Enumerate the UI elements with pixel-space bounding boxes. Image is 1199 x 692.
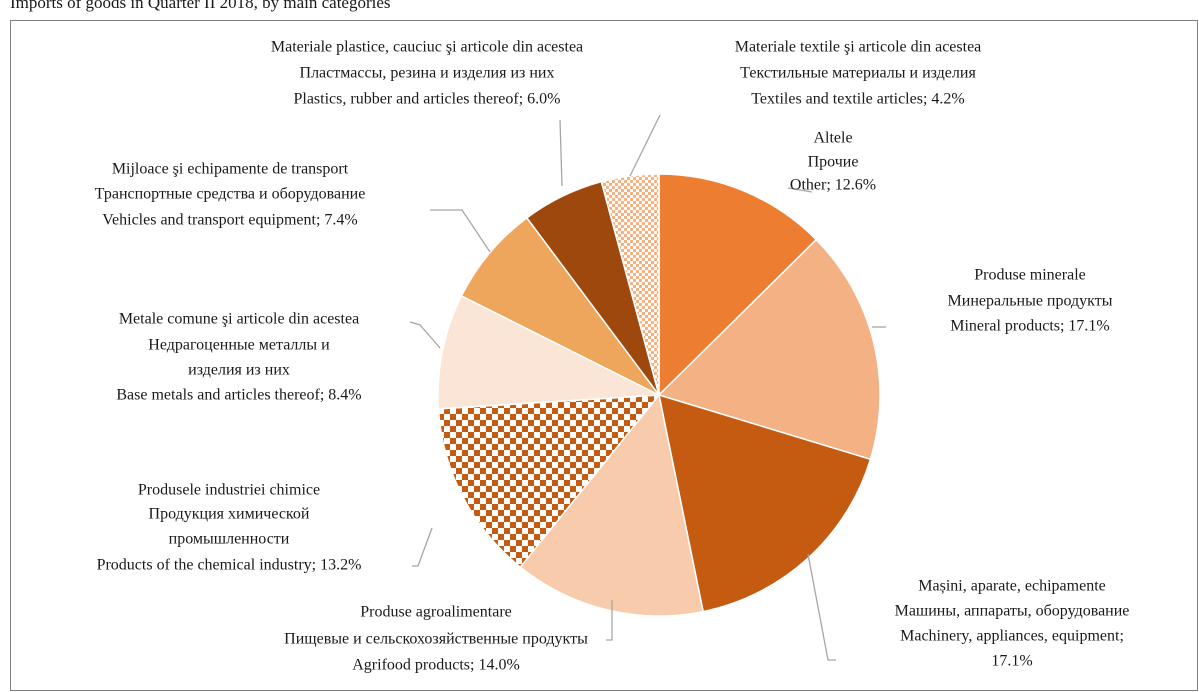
slice-label: Produse minerale [974, 267, 1086, 284]
slice-label: Machinery, appliances, equipment; [900, 628, 1124, 645]
pie-slice [437, 394, 661, 569]
slice-label: Продукция химической [149, 506, 310, 523]
slice-label: Пищевые и сельскохозяйственные продукты [284, 631, 588, 648]
chart-title: Imports of goods in Quarter II 2018, by … [10, 0, 391, 12]
slice-label: Materiale textile şi articole din aceste… [735, 39, 982, 56]
pie-slice [657, 238, 881, 461]
slice-label: Пластмассы, резина и изделия из них [300, 65, 555, 82]
slice-label: Текстильные материалы и изделия [740, 65, 976, 82]
slice-label: Прочие [808, 154, 859, 171]
pie-slice [460, 216, 660, 396]
pie [437, 173, 881, 617]
leader-lines [409, 114, 886, 661]
slice-label: Plastics, rubber and articles thereof; 6… [293, 91, 560, 108]
slice-label: Минеральные продукты [948, 293, 1113, 310]
leader-line [559, 119, 563, 187]
slice-label: Produsele industriei chimice [138, 482, 320, 499]
slice-label: Agrifood products; 14.0% [352, 657, 520, 674]
slice-label: Недрагоценные металлы и [148, 337, 330, 354]
pie-slice [658, 173, 818, 397]
leader-line [412, 527, 433, 567]
slice-label: изделия из них [188, 362, 290, 379]
leader-line [629, 114, 661, 177]
slice-label: Mașini, aparate, echipamente [918, 578, 1105, 595]
pie-slice [437, 294, 662, 410]
slice-label: Машины, аппараты, оборудование [895, 603, 1130, 620]
chart-border [10, 20, 1198, 691]
slice-label: Textiles and textile articles; 4.2% [751, 91, 964, 108]
slice-label: Mineral products; 17.1% [950, 318, 1110, 335]
pie-slice [519, 393, 705, 617]
slice-label: Materiale plastice, cauciuc şi articole … [271, 39, 583, 56]
pie-slice [658, 393, 872, 613]
slice-label: 17.1% [991, 653, 1032, 670]
slice-label: Produse agroalimentare [360, 604, 512, 621]
leader-line [807, 553, 836, 661]
leader-line [409, 321, 441, 349]
leader-line [787, 187, 813, 193]
slice-label: Vehicles and transport equipment; 7.4% [102, 212, 358, 229]
slice-label: Products of the chemical industry; 13.2% [97, 557, 362, 574]
slice-label: Транспортные средства и оборудование [95, 186, 366, 203]
leader-line [606, 600, 613, 641]
slice-label: Metale comune şi articole din acestea [119, 311, 359, 328]
slice-label: промышленности [169, 531, 290, 548]
pie-slice [600, 173, 660, 396]
leader-line [430, 209, 491, 253]
slice-label: Base metals and articles thereof; 8.4% [116, 387, 361, 404]
slice-label: Other; 12.6% [790, 177, 876, 194]
slice-label: Altele [813, 130, 852, 147]
slice-label: Mijloace şi echipamente de transport [112, 161, 349, 178]
